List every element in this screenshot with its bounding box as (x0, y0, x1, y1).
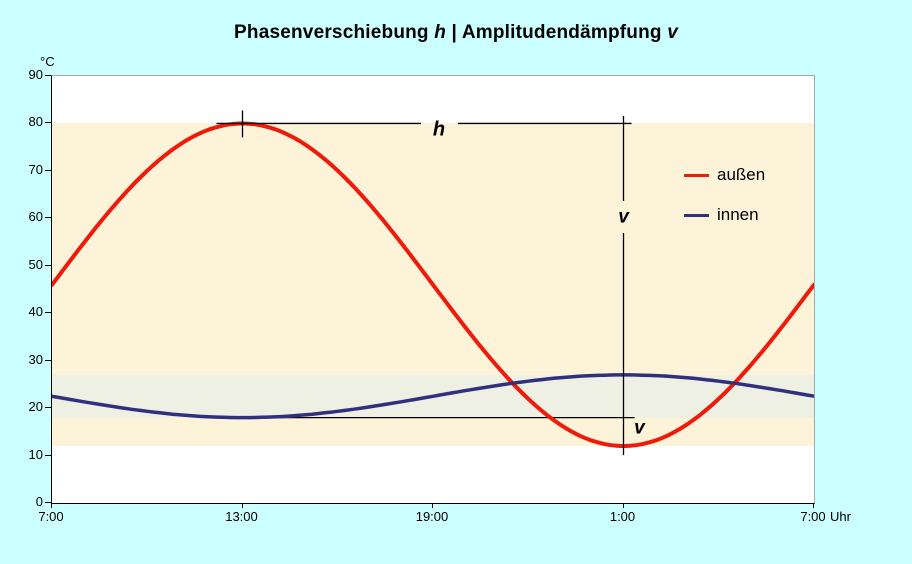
y-axis-tick (45, 169, 51, 171)
chart-title: Phasenverschiebung h | Amplitudendämpfun… (0, 22, 912, 44)
title-v-symbol: v (667, 22, 678, 43)
y-axis-tick-label: 30 (28, 351, 43, 367)
y-axis-tick-label: 20 (28, 399, 43, 415)
x-axis-tick-label: 7:00 (38, 509, 64, 524)
title-h-symbol: h (434, 22, 447, 43)
y-axis-tick (45, 359, 51, 361)
plot-area: h v v außen innen (51, 75, 815, 504)
x-axis-tick (241, 503, 243, 508)
legend-label-aussen: außen (717, 165, 766, 184)
y-axis-tick (45, 264, 51, 266)
y-axis-tick-label: 80 (28, 114, 43, 130)
title-text-1: Phasenverschiebung (234, 22, 435, 43)
y-axis-tick (45, 122, 51, 124)
x-axis-tick-label: 7:00 (800, 509, 826, 524)
x-axis-tick-label: 1:00 (609, 509, 636, 524)
legend-swatch-aussen (684, 174, 709, 177)
y-axis-tick-label: 50 (28, 256, 43, 272)
x-axis-tick-label: 19:00 (415, 509, 449, 524)
damping-v-lower-label: v (634, 418, 646, 439)
curve-aussen (52, 121, 814, 449)
y-axis-tick-label: 10 (28, 446, 43, 462)
title-divider: | (446, 22, 462, 43)
y-axis-tick (45, 454, 51, 456)
curve-innen (52, 373, 814, 420)
x-axis-tick (813, 503, 814, 508)
y-axis-tick (45, 407, 51, 409)
y-axis-tick-label: 60 (28, 209, 43, 225)
y-axis-unit-label: °C (40, 54, 55, 69)
y-axis-tick-label: 0 (35, 494, 43, 509)
y-axis-tick (45, 312, 51, 314)
y-axis-tick-label: 70 (28, 161, 43, 177)
phase-shift-h-label: h (433, 118, 445, 140)
legend-label-innen: innen (717, 205, 759, 224)
x-axis-tick-label: 13:00 (225, 509, 258, 524)
curves-and-annotations: h v v (52, 110, 814, 456)
x-axis-suffix-label: Uhr (830, 509, 851, 524)
y-axis-tick-label: 90 (28, 67, 43, 82)
y-axis-tick-label: 40 (28, 304, 43, 320)
damping-v-upper-label: v (618, 207, 630, 228)
title-text-2: Amplitudendämpfung (461, 22, 668, 43)
x-axis-tick (432, 503, 433, 508)
x-axis-tick (622, 503, 624, 508)
x-axis-tick (51, 503, 52, 508)
y-axis-tick (45, 502, 51, 503)
legend-swatch-innen (684, 214, 709, 217)
y-axis-tick (45, 217, 51, 219)
y-axis-tick (45, 75, 51, 76)
